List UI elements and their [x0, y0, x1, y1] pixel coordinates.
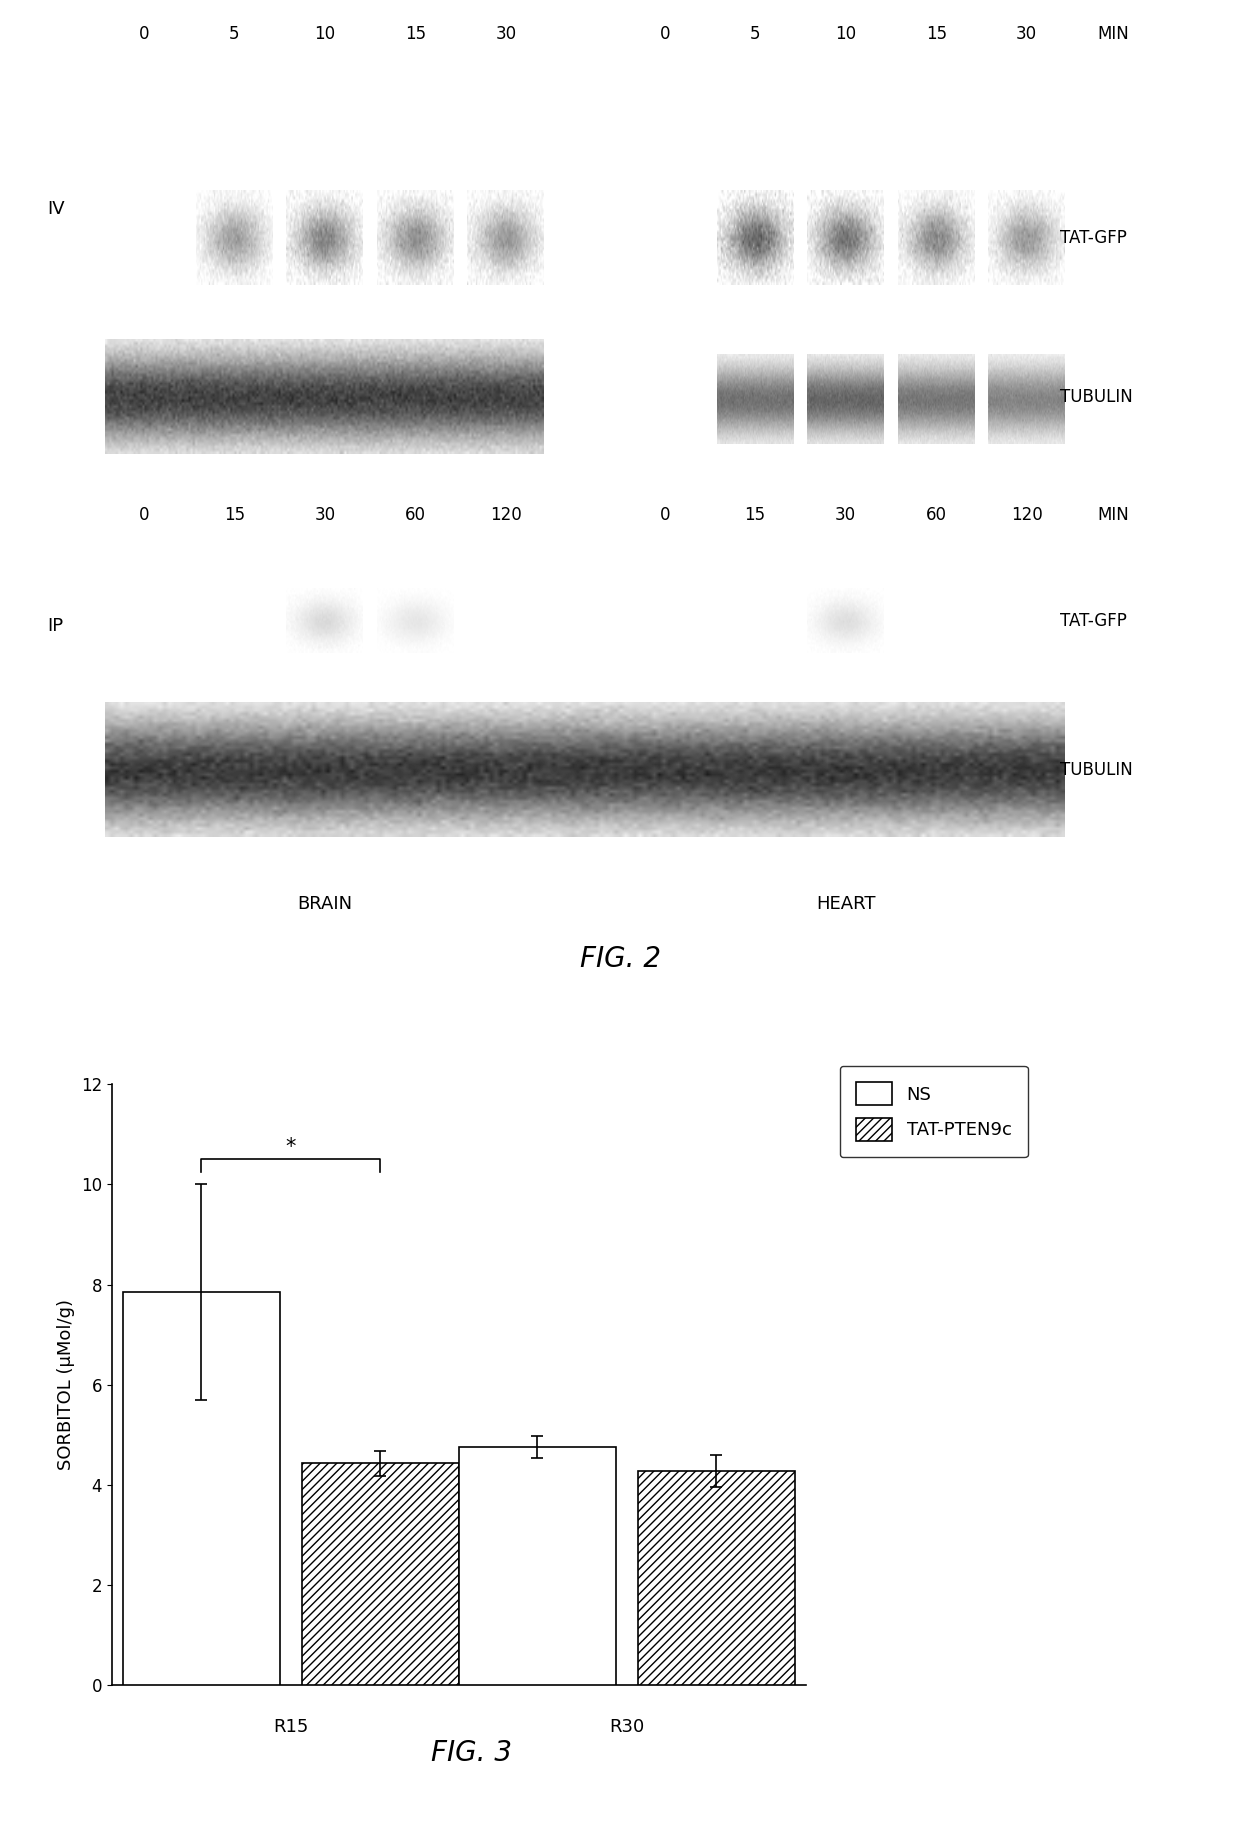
- Text: R15: R15: [273, 1718, 309, 1736]
- Text: MIN: MIN: [1097, 26, 1130, 44]
- Text: 120: 120: [490, 507, 522, 525]
- Text: 120: 120: [1011, 507, 1043, 525]
- Text: TAT-GFP: TAT-GFP: [1060, 230, 1127, 248]
- Text: FIG. 3: FIG. 3: [430, 1738, 512, 1767]
- Text: 10: 10: [835, 26, 857, 44]
- Text: 15: 15: [223, 507, 246, 525]
- Text: 30: 30: [1016, 26, 1038, 44]
- Bar: [303, 1463, 459, 1685]
- Text: 30: 30: [495, 26, 517, 44]
- Bar: [123, 1292, 279, 1685]
- Text: 60: 60: [926, 507, 946, 525]
- Text: FIG. 2: FIG. 2: [579, 946, 661, 973]
- Text: 5: 5: [750, 26, 760, 44]
- Text: 30: 30: [835, 507, 857, 525]
- Text: IV: IV: [47, 200, 64, 217]
- Text: BRAIN: BRAIN: [298, 895, 352, 913]
- Text: 60: 60: [405, 507, 425, 525]
- Text: 5: 5: [229, 26, 239, 44]
- Legend: NS, TAT-PTEN9c: NS, TAT-PTEN9c: [839, 1066, 1028, 1157]
- Text: 0: 0: [660, 26, 670, 44]
- Bar: [639, 1470, 795, 1685]
- Text: MIN: MIN: [1097, 507, 1130, 525]
- Text: IP: IP: [47, 616, 64, 634]
- Text: TAT-GFP: TAT-GFP: [1060, 612, 1127, 630]
- Y-axis label: SORBITOL (μMol/g): SORBITOL (μMol/g): [57, 1299, 76, 1470]
- Text: 15: 15: [925, 26, 947, 44]
- Text: 0: 0: [660, 507, 670, 525]
- Text: 0: 0: [139, 26, 149, 44]
- Text: 30: 30: [314, 507, 336, 525]
- Text: HEART: HEART: [816, 895, 875, 913]
- Text: TUBULIN: TUBULIN: [1060, 388, 1133, 406]
- Text: 10: 10: [314, 26, 336, 44]
- Text: 15: 15: [404, 26, 427, 44]
- Text: R30: R30: [609, 1718, 645, 1736]
- Text: TUBULIN: TUBULIN: [1060, 760, 1133, 778]
- Text: 15: 15: [744, 507, 766, 525]
- Bar: [459, 1447, 615, 1685]
- Text: 0: 0: [139, 507, 149, 525]
- Text: *: *: [285, 1137, 296, 1157]
